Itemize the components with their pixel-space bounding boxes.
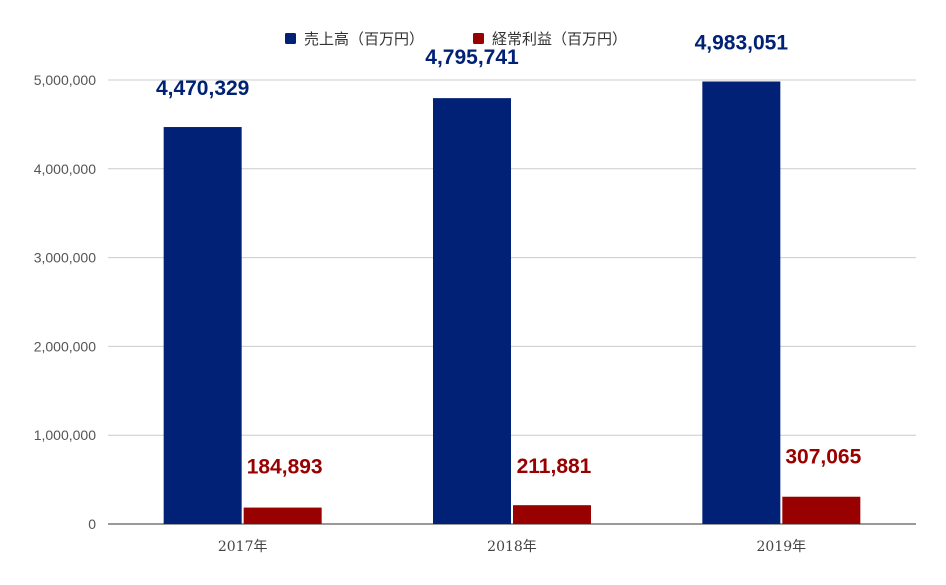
y-tick-label: 5,000,000 <box>34 72 96 88</box>
bar-profit-0 <box>243 507 322 524</box>
data-label-sales-1: 4,795,741 <box>425 46 519 69</box>
bar-sales-1 <box>433 98 511 525</box>
data-label-sales-2: 4,983,051 <box>695 32 789 55</box>
bar-sales-2 <box>702 81 781 525</box>
legend-swatch-sales <box>285 33 296 44</box>
bar-sales-0 <box>163 127 242 524</box>
x-axis-ticks: 2017年 2018年 2019年 <box>218 539 806 555</box>
y-tick-label: 2,000,000 <box>34 338 96 354</box>
y-tick-label: 4,000,000 <box>34 161 96 177</box>
data-label-profit-1: 211,881 <box>517 455 592 478</box>
legend: 売上高（百万円） 経常利益（百万円） <box>285 30 627 48</box>
bars <box>163 81 861 525</box>
x-tick-label: 2017年 <box>218 539 268 555</box>
y-tick-label: 3,000,000 <box>34 250 96 266</box>
y-tick-label: 0 <box>88 516 96 532</box>
legend-label-profit: 経常利益（百万円） <box>492 30 627 48</box>
bar-profit-1 <box>513 505 591 524</box>
gridlines <box>108 79 916 525</box>
y-axis-ticks: 0 1,000,000 2,000,000 3,000,000 4,000,000 5,0… <box>34 72 97 532</box>
x-tick-label: 2018年 <box>487 539 537 555</box>
legend-label-sales: 売上高（百万円） <box>304 30 424 48</box>
data-label-sales-0: 4,470,329 <box>156 77 249 100</box>
y-tick-label: 1,000,000 <box>34 427 96 443</box>
x-tick-label: 2019年 <box>757 539 807 555</box>
data-label-profit-2: 307,065 <box>785 446 861 469</box>
bar-profit-2 <box>782 496 861 524</box>
data-label-profit-0: 184,893 <box>247 456 323 479</box>
data-labels: 4,470,329 184,893 4,795,741 211,881 4,983,05… <box>156 32 862 479</box>
legend-swatch-profit <box>473 33 484 44</box>
